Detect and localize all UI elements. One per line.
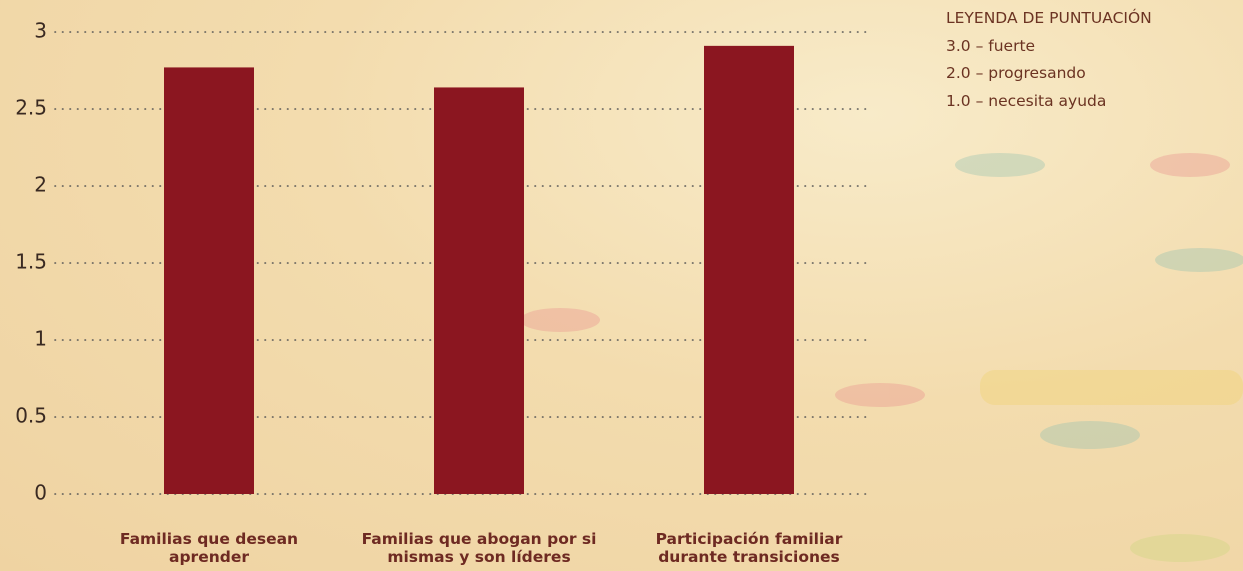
score-legend-item: 3.0 – fuerte xyxy=(946,37,1035,55)
y-tick-label: 2.5 xyxy=(15,96,47,120)
page: 0 0.5 1 1.5 2 2.5 3 LEYENDA DE PUNTUACIÓN 3.0 … xyxy=(0,0,1243,571)
y-tick-label: 3 xyxy=(34,19,47,43)
y-tick-label: 0.5 xyxy=(15,404,47,428)
bar xyxy=(164,67,254,494)
x-tick-label: Familias que desean aprender xyxy=(89,530,329,566)
bar xyxy=(704,46,794,494)
y-tick-label: 2 xyxy=(34,173,47,197)
y-tick-label: 1.5 xyxy=(15,250,47,274)
x-tick-label: Participación familiar durante transicio… xyxy=(629,530,869,566)
y-tick-label: 1 xyxy=(34,327,47,351)
background-decoration xyxy=(520,153,1243,562)
bar xyxy=(434,87,524,494)
y-tick-label: 0 xyxy=(34,481,47,505)
score-legend-title: LEYENDA DE PUNTUACIÓN xyxy=(946,9,1152,27)
score-legend-item: 2.0 – progresando xyxy=(946,64,1086,82)
score-legend-item: 1.0 – necesita ayuda xyxy=(946,92,1106,110)
chart: 0 0.5 1 1.5 2 2.5 3 xyxy=(0,0,1243,571)
x-tick-label: Familias que abogan por si mismas y son … xyxy=(359,530,599,566)
